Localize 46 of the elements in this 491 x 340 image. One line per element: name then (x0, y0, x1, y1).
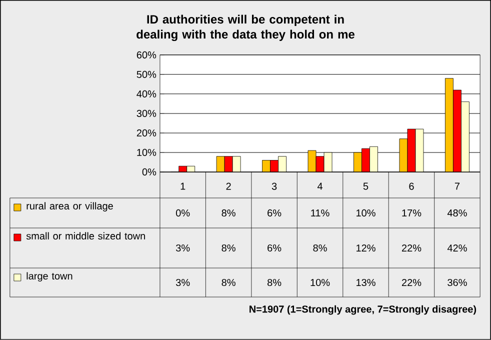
y-tick-label: 20% (136, 129, 156, 137)
data-label: 6% (268, 209, 282, 217)
legend-label: large town (26, 272, 72, 282)
data-label: 22% (402, 279, 422, 286)
bar (278, 156, 287, 172)
data-label: 13% (356, 278, 376, 286)
data-label: 8% (222, 209, 236, 217)
bar (453, 90, 462, 172)
data-label: 22% (402, 244, 422, 252)
data-label: 12% (356, 244, 376, 252)
data-label: 8% (222, 278, 236, 286)
y-tick-label: 10% (137, 148, 156, 156)
data-label: 42% (447, 244, 467, 252)
x-tick-label: 3 (272, 182, 277, 190)
data-label: 8% (268, 278, 282, 286)
y-tick-label: 0% (142, 168, 156, 176)
y-tick-label: 60% (136, 51, 156, 58)
data-label: 8% (313, 244, 327, 252)
bar (461, 102, 470, 172)
bar (370, 146, 378, 172)
data-label: 10% (356, 209, 376, 217)
data-label: 3% (176, 244, 190, 252)
data-label: 11% (311, 209, 330, 217)
y-tick-label: 40% (136, 90, 156, 98)
x-tick-label: 2 (226, 182, 231, 190)
data-label: 0% (176, 209, 190, 217)
data-label: 36% (448, 278, 467, 286)
y-tick-label: 50% (136, 70, 156, 78)
data-label: 6% (268, 244, 282, 252)
text: N=1907 (1=Strongly agree, 7=Strongly disagree) (250, 305, 476, 315)
x-tick-label: 6 (409, 182, 414, 190)
data-label: 48% (447, 209, 467, 217)
data-label: 17% (402, 209, 422, 217)
x-tick-label: 7 (454, 182, 460, 190)
x-tick-label: 5 (363, 182, 368, 190)
y-tick-label: 30% (136, 110, 156, 118)
legend-label: small or middle sized town (26, 232, 145, 240)
bar (445, 78, 454, 172)
legend-label: rural area or village (26, 202, 113, 212)
x-tick-label: 4 (317, 182, 323, 190)
data-label: 8% (222, 244, 236, 252)
data-label: 3% (176, 278, 190, 286)
x-tick-label: 1 (180, 182, 186, 190)
bar (362, 148, 370, 172)
data-label: 10% (310, 278, 330, 286)
chart-title: ID authorities will be competent in dealing with the data they hold on me (136, 14, 354, 42)
